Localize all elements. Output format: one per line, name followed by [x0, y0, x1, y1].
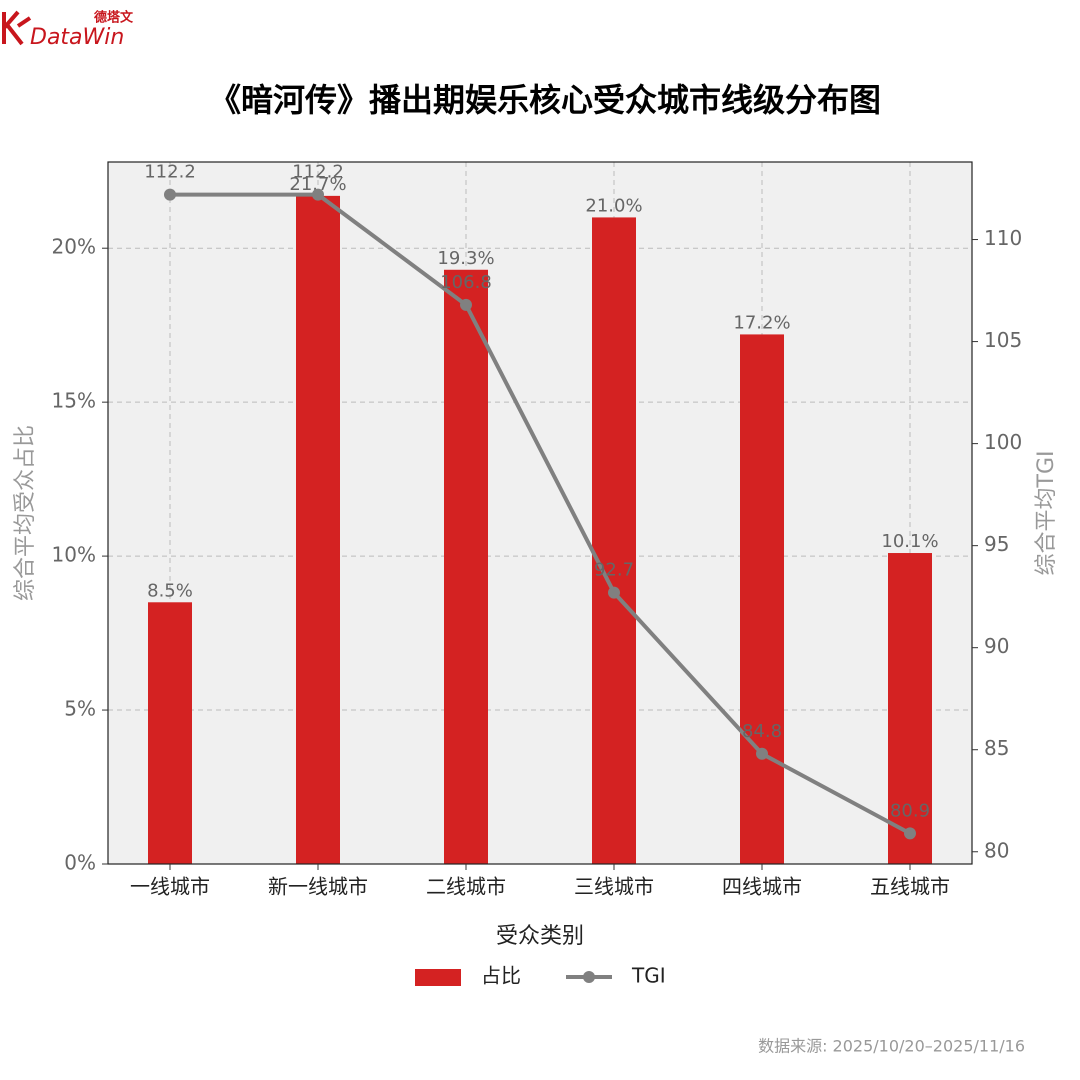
tgi-marker: [312, 188, 324, 201]
y2-tick-label: 95: [984, 532, 1009, 556]
tgi-marker: [164, 188, 176, 201]
bar-value-label: 17.2%: [733, 312, 790, 333]
bar: [888, 553, 932, 864]
bar-value-label: 21.7%: [289, 174, 346, 195]
x-tick-label: 一线城市: [130, 875, 210, 899]
y-tick-label: 0%: [64, 851, 96, 875]
chart-title: 《暗河传》播出期娱乐核心受众城市线级分布图: [209, 81, 881, 119]
y-tick-label: 15%: [52, 389, 96, 413]
bar: [296, 195, 340, 865]
tgi-value-label: 84.8: [742, 721, 782, 742]
y2-tick-label: 90: [984, 634, 1009, 658]
x-tick-label: 二线城市: [426, 875, 506, 899]
y2-tick-label: 80: [984, 838, 1009, 862]
y-axis-label: 综合平均受众占比: [13, 425, 38, 601]
logo-cn: 德塔文: [94, 10, 134, 26]
legend-swatch: [415, 969, 461, 986]
tgi-value-label: 112.2: [292, 162, 344, 183]
bar: [148, 602, 192, 864]
logo: 德塔文 DataWin: [2, 10, 134, 50]
tgi-value-label: 80.9: [890, 800, 930, 821]
bar-value-label: 21.0%: [585, 195, 642, 216]
x-axis-label: 受众类别: [496, 924, 584, 949]
y-tick-label: 5%: [64, 697, 96, 721]
bar-value-label: 19.3%: [437, 248, 494, 269]
tgi-value-label: 112.2: [144, 162, 196, 183]
plot-frame: [107, 161, 973, 865]
legend-label: TGI: [631, 964, 666, 988]
bar: [592, 217, 636, 865]
legend-marker: [583, 971, 595, 983]
layer: 8.5% 21.7% 19.3% 21.0% 17.2% 10.1% 112.2 112.2 1…: [108, 162, 972, 865]
tgi-line: [170, 192, 911, 836]
tgi-value-label: 106.8: [440, 272, 492, 293]
bar: [740, 334, 784, 865]
x-tick-label: 四线城市: [722, 875, 802, 899]
logo-en: DataWin: [30, 25, 124, 50]
tgi-marker: [756, 747, 768, 760]
bar: [444, 269, 488, 864]
y2-tick-label: 110: [984, 226, 1022, 250]
bar-value-label: 10.1%: [881, 531, 938, 552]
plot-area: [108, 162, 972, 864]
tgi-marker: [460, 298, 472, 311]
legend-label: 占比: [481, 964, 521, 988]
x-tick-label: 新一线城市: [268, 875, 368, 899]
y-tick-label: 10%: [52, 543, 96, 567]
tgi-value-label: 92.7: [594, 560, 634, 581]
bar-value-label: 8.5%: [147, 580, 193, 601]
tgi-marker: [608, 586, 620, 599]
y2-tick-label: 100: [984, 430, 1022, 454]
y2-axis-label: 综合平均TGI: [1034, 451, 1059, 576]
logo-icon: [2, 10, 32, 46]
tgi-marker: [904, 827, 916, 840]
x-tick-label: 五线城市: [870, 875, 950, 899]
x-tick-label: 三线城市: [574, 875, 654, 899]
source-note: 数据来源: 2025/10/20–2025/11/16: [758, 1037, 1025, 1056]
y-tick-label: 20%: [52, 235, 96, 259]
y2-tick-label: 105: [984, 328, 1022, 352]
y2-tick-label: 85: [984, 736, 1009, 760]
